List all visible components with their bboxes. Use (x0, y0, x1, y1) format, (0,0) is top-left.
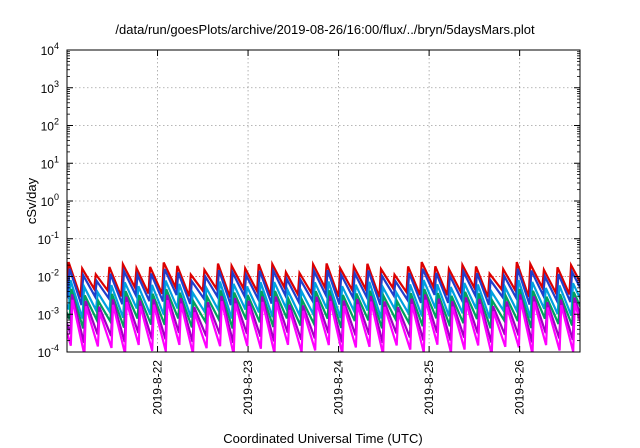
x-tick-label: 2019-8-25 (422, 360, 436, 415)
x-axis-label: Coordinated Universal Time (UTC) (223, 431, 422, 446)
x-tick-label: 2019-8-24 (332, 360, 346, 415)
x-tick-label: 2019-8-26 (513, 360, 527, 415)
y-tick-label: 102 (41, 117, 59, 134)
series-line (67, 294, 580, 344)
y-tick-label: 10-3 (38, 305, 59, 322)
series-line (67, 279, 580, 320)
y-tick-label: 101 (41, 154, 59, 171)
y-tick-label: 10-1 (38, 230, 59, 247)
series-group (67, 259, 580, 352)
y-tick-label: 100 (41, 192, 59, 209)
y-tick-label: 10-2 (38, 268, 59, 285)
series-line (67, 288, 580, 329)
y-axis: 10-4 10-3 10-2 10-1 100 101 102 103 104 (38, 41, 580, 360)
x-axis: 2019-8-22 2019-8-23 2019-8-24 2019-8-25 2019… (151, 50, 527, 415)
y-tick-label: 10-4 (38, 343, 59, 360)
y-axis-label: cSv/day (24, 177, 39, 224)
series-line (67, 299, 580, 352)
series-line (67, 259, 580, 299)
y-tick-label: 104 (41, 41, 59, 58)
series-line (67, 266, 580, 307)
chart-title: /data/run/goesPlots/archive/2019-08-26/1… (115, 22, 535, 37)
x-tick-label: 2019-8-23 (241, 360, 255, 415)
x-tick-label: 2019-8-22 (151, 360, 165, 415)
y-tick-label: 103 (41, 79, 59, 96)
